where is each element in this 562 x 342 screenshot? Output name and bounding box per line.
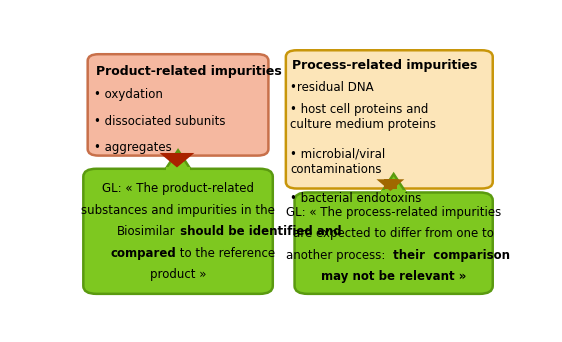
- Text: Process-related impurities: Process-related impurities: [292, 60, 478, 73]
- Text: Biosimilar: Biosimilar: [117, 225, 176, 238]
- Text: to the reference: to the reference: [176, 247, 275, 260]
- FancyBboxPatch shape: [88, 54, 269, 156]
- Text: should be identified and: should be identified and: [176, 225, 342, 238]
- FancyBboxPatch shape: [294, 193, 493, 294]
- FancyBboxPatch shape: [382, 190, 406, 195]
- Text: •residual DNA: •residual DNA: [290, 81, 374, 94]
- Text: compared: compared: [110, 247, 176, 260]
- Text: are expected to differ from one to: are expected to differ from one to: [293, 227, 494, 240]
- Text: • dissociated subunits: • dissociated subunits: [94, 115, 226, 128]
- FancyBboxPatch shape: [83, 169, 273, 294]
- Text: another process:: another process:: [286, 249, 389, 262]
- FancyBboxPatch shape: [286, 50, 493, 188]
- Text: GL: « The process-related impurities: GL: « The process-related impurities: [286, 206, 501, 219]
- Polygon shape: [377, 179, 404, 191]
- FancyBboxPatch shape: [384, 179, 397, 188]
- Text: • host cell proteins and
culture medium proteins: • host cell proteins and culture medium …: [290, 103, 436, 131]
- Text: may not be relevant »: may not be relevant »: [321, 271, 466, 284]
- Text: GL: « The product-related: GL: « The product-related: [102, 182, 254, 195]
- Polygon shape: [160, 153, 194, 168]
- FancyBboxPatch shape: [169, 153, 185, 157]
- Text: • aggregates: • aggregates: [94, 141, 172, 154]
- Text: Product-related impurities: Product-related impurities: [97, 65, 282, 78]
- Polygon shape: [382, 174, 406, 193]
- Text: • microbial/viral
contaminations: • microbial/viral contaminations: [290, 148, 386, 176]
- FancyBboxPatch shape: [166, 167, 191, 171]
- Text: • oxydation: • oxydation: [94, 89, 163, 102]
- Text: their  comparison: their comparison: [389, 249, 510, 262]
- Text: product »: product »: [150, 268, 206, 281]
- Text: • bacterial endotoxins: • bacterial endotoxins: [290, 193, 422, 206]
- Polygon shape: [166, 150, 191, 169]
- Text: substances and impurities in the: substances and impurities in the: [81, 203, 275, 216]
